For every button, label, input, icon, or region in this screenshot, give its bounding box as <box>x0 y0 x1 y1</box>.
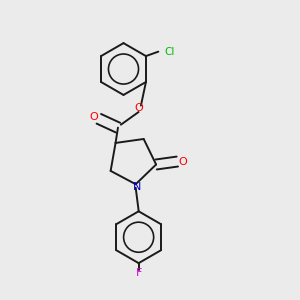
Text: Cl: Cl <box>164 47 174 57</box>
Text: O: O <box>90 112 98 122</box>
Text: F: F <box>136 268 142 278</box>
Text: O: O <box>178 157 187 166</box>
Text: N: N <box>133 182 141 192</box>
Text: O: O <box>134 103 143 113</box>
